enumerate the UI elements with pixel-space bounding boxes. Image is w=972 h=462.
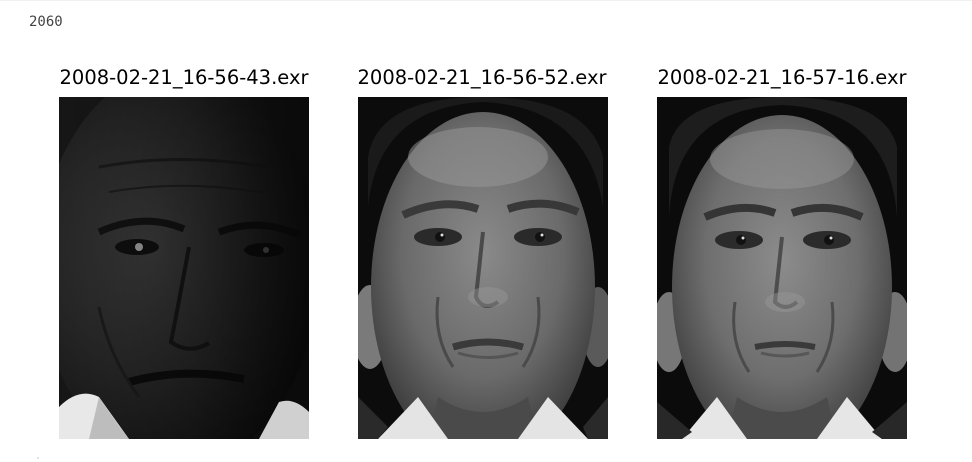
panel-title-2: 2008-02-21_16-56-52.exr: [357, 66, 607, 89]
panel-title-1: 2008-02-21_16-56-43.exr: [59, 66, 309, 89]
cell-output-text: 2060: [29, 14, 63, 30]
face-image-1: [59, 97, 309, 439]
cell-top-border: [0, 0, 972, 1]
face-image-2-graphic: [358, 97, 608, 439]
face-image-2: [358, 97, 608, 439]
panel-title-3: 2008-02-21_16-57-16.exr: [657, 66, 907, 89]
face-image-3: [657, 97, 907, 439]
face-image-3-graphic: [657, 97, 907, 439]
face-image-1-graphic: [59, 97, 309, 439]
output-area-marker: [37, 457, 39, 459]
